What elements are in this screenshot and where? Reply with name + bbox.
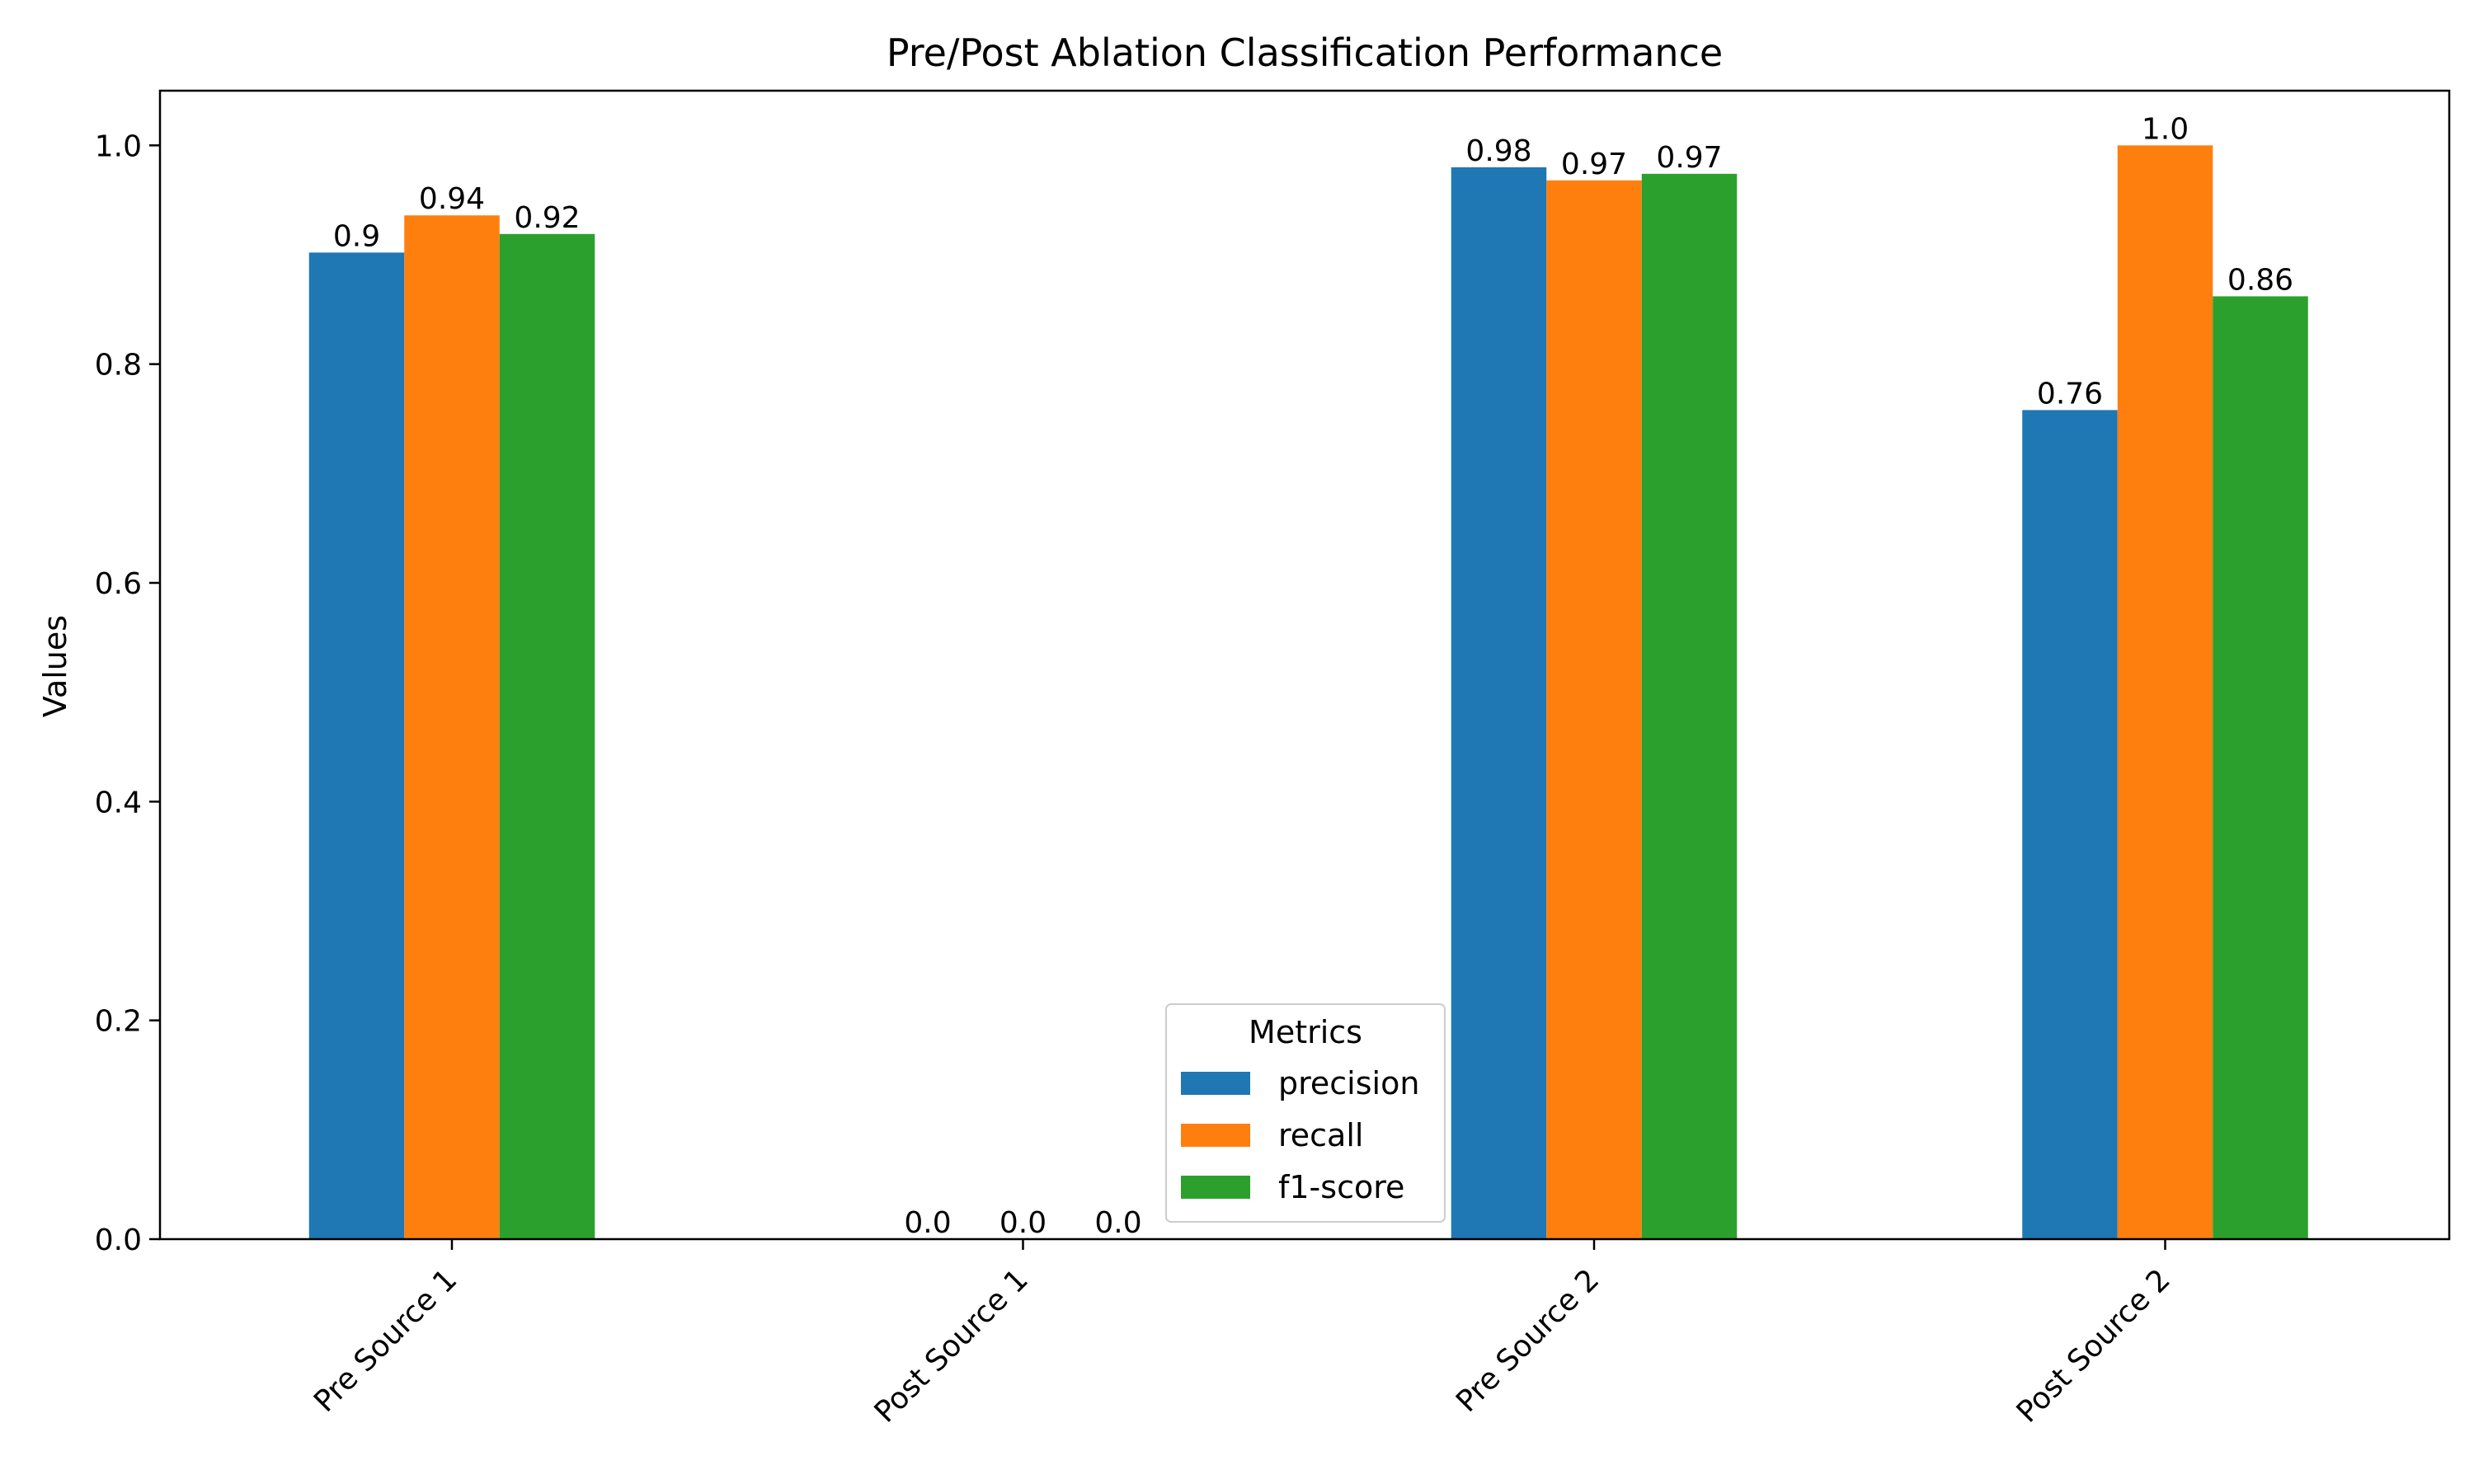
- legend-title: Metrics: [1249, 1014, 1362, 1050]
- bar-label-precision-3: 0.76: [2037, 377, 2103, 411]
- bar-label-recall-2: 0.97: [1561, 148, 1627, 181]
- legend-swatch-f1-score: [1181, 1176, 1250, 1199]
- bar-label-recall-1: 0.0: [999, 1206, 1047, 1240]
- bar-precision-2: [1451, 167, 1547, 1239]
- bar-label-f1-score-2: 0.97: [1656, 141, 1722, 175]
- chart-title: Pre/Post Ablation Classification Perform…: [887, 31, 1723, 75]
- bar-f1-score-3: [2213, 296, 2308, 1239]
- bar-recall-0: [404, 215, 500, 1239]
- x-axis: Pre Source 1 Post Source 1 Pre Source 2 Pos…: [308, 1239, 2177, 1430]
- bar-labels-group: 0.9 0.0 0.98 0.76 0.94 0.0 0.97 1.0 0.92 0.0 0.97 0…: [333, 112, 2293, 1240]
- legend-swatch-recall: [1181, 1124, 1250, 1147]
- bar-label-precision-2: 0.98: [1465, 134, 1531, 168]
- y-tick-label: 0.4: [95, 786, 142, 819]
- bar-f1-score-2: [1641, 173, 1738, 1239]
- x-tick-label: Post Source 1: [868, 1263, 1035, 1430]
- legend-label-recall: recall: [1278, 1117, 1363, 1153]
- x-tick-label: Pre Source 1: [308, 1263, 463, 1419]
- y-tick-label: 0.6: [95, 567, 142, 601]
- y-tick-label: 0.8: [95, 349, 142, 383]
- x-tick-label: Post Source 2: [2011, 1263, 2177, 1430]
- y-axis: 0.0 0.2 0.4 0.6 0.8 1.0: [95, 129, 160, 1257]
- bar-label-f1-score-0: 0.92: [514, 201, 580, 235]
- y-axis-label: Values: [37, 615, 73, 717]
- legend-swatch-precision: [1181, 1072, 1250, 1095]
- bar-f1-score-0: [499, 233, 595, 1239]
- x-tick-label: Pre Source 2: [1450, 1263, 1606, 1419]
- bar-label-recall-3: 1.0: [2142, 112, 2189, 146]
- bar-label-f1-score-1: 0.0: [1094, 1206, 1141, 1240]
- y-tick-label: 0.0: [95, 1223, 142, 1257]
- bars-group: [308, 145, 2308, 1240]
- plot-frame: [158, 89, 2451, 1241]
- bar-label-f1-score-3: 0.86: [2227, 263, 2293, 297]
- legend: Metrics precision recall f1-score: [1165, 1003, 1446, 1223]
- bar-precision-0: [308, 252, 405, 1239]
- bar-recall-3: [2117, 145, 2213, 1239]
- bar-recall-2: [1546, 180, 1642, 1240]
- bar-label-recall-0: 0.94: [419, 182, 485, 216]
- legend-box: [1165, 1003, 1446, 1223]
- y-tick-label: 1.0: [95, 129, 142, 163]
- legend-label-f1-score: f1-score: [1278, 1169, 1404, 1205]
- legend-label-precision: precision: [1278, 1065, 1419, 1101]
- bar-label-precision-0: 0.9: [333, 219, 380, 253]
- bar-label-precision-1: 0.0: [904, 1206, 951, 1240]
- y-tick-label: 0.2: [95, 1005, 142, 1039]
- bar-precision-3: [2022, 410, 2118, 1239]
